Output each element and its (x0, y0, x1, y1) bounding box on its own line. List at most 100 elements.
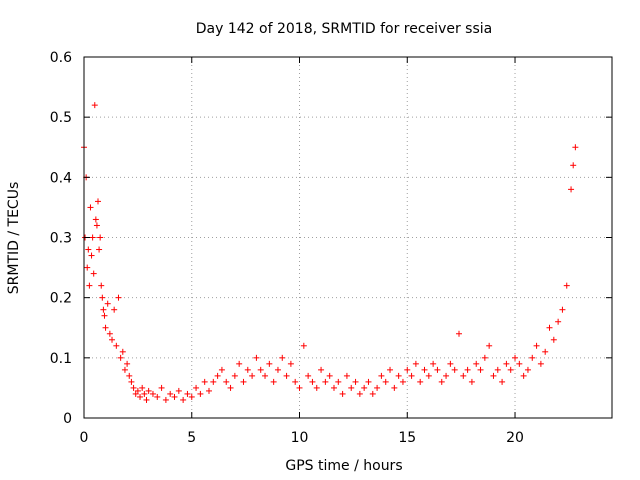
data-point (132, 390, 139, 397)
data-point (490, 372, 497, 379)
data-point (231, 372, 238, 379)
x-axis-label: GPS time / hours (285, 458, 402, 474)
data-point (503, 360, 510, 367)
data-point (249, 372, 256, 379)
data-point (399, 378, 406, 385)
data-point (318, 366, 325, 373)
data-point (481, 354, 488, 361)
data-point (109, 336, 116, 343)
data-point (387, 366, 394, 373)
data-point (378, 372, 385, 379)
axes (83, 56, 613, 419)
data-point (119, 348, 126, 355)
data-point (520, 372, 527, 379)
data-point (154, 393, 161, 400)
tick-labels: 0 5 10 15 20 0 0.1 0.2 0.3 0.4 0.5 0.6 (50, 50, 524, 446)
data-point (313, 384, 320, 391)
data-point (262, 372, 269, 379)
data-point (447, 360, 454, 367)
data-point (438, 378, 445, 385)
data-point (97, 234, 104, 241)
data-point (171, 393, 178, 400)
data-point (460, 372, 467, 379)
data-point (205, 387, 212, 394)
data-point (99, 294, 106, 301)
data-point (145, 387, 152, 394)
data-point (430, 360, 437, 367)
y-tick-label: 0.1 (50, 351, 72, 367)
data-point (193, 384, 200, 391)
data-point (486, 342, 493, 349)
x-tick-label: 0 (80, 430, 89, 446)
data-point (85, 246, 92, 253)
data-point (113, 342, 120, 349)
data-point (412, 360, 419, 367)
data-point (524, 366, 531, 373)
data-point (95, 198, 102, 205)
data-point (468, 378, 475, 385)
data-point (365, 378, 372, 385)
data-point (126, 372, 133, 379)
data-point (197, 390, 204, 397)
data-point (236, 360, 243, 367)
data-point (533, 342, 540, 349)
data-point (121, 366, 128, 373)
data-point (382, 378, 389, 385)
data-point (106, 330, 113, 337)
data-point (184, 390, 191, 397)
data-point (84, 264, 91, 271)
data-point (494, 366, 501, 373)
data-point (292, 378, 299, 385)
data-point (89, 234, 96, 241)
data-point (210, 378, 217, 385)
data-point (322, 378, 329, 385)
data-point (477, 366, 484, 373)
data-point (408, 372, 415, 379)
data-point (507, 366, 514, 373)
data-point (162, 396, 169, 403)
data-point (214, 372, 221, 379)
chart-title: Day 142 of 2018, SRMTID for receiver ssi… (196, 21, 492, 37)
grid (84, 57, 612, 418)
data-point (542, 348, 549, 355)
data-point (343, 372, 350, 379)
data-point (128, 378, 135, 385)
data-point (309, 378, 316, 385)
data-point (464, 366, 471, 373)
data-point (550, 336, 557, 343)
data-point (111, 306, 118, 313)
y-tick-label: 0.5 (50, 110, 72, 126)
data-point (218, 366, 225, 373)
data-point (283, 372, 290, 379)
data-point (167, 390, 174, 397)
data-point (88, 252, 95, 259)
data-point (134, 387, 141, 394)
data-points (81, 102, 579, 403)
data-point (348, 384, 355, 391)
y-tick-label: 0.2 (50, 291, 72, 307)
y-tick-label: 0 (63, 411, 72, 427)
data-point (300, 342, 307, 349)
data-point (96, 246, 103, 253)
data-point (287, 360, 294, 367)
data-point (455, 330, 462, 337)
data-point (391, 384, 398, 391)
data-point (223, 378, 230, 385)
data-point (240, 378, 247, 385)
data-point (158, 384, 165, 391)
data-point (257, 366, 264, 373)
x-tick-label: 10 (291, 430, 309, 446)
data-point (537, 360, 544, 367)
data-point (555, 318, 562, 325)
data-point (244, 366, 251, 373)
x-tick-label: 20 (506, 430, 524, 446)
data-point (330, 384, 337, 391)
data-point (572, 144, 579, 151)
data-point (100, 306, 107, 313)
data-point (443, 372, 450, 379)
x-tick-label: 5 (187, 430, 196, 446)
data-point (404, 366, 411, 373)
y-tick-label: 0.3 (50, 231, 72, 247)
data-point (90, 270, 97, 277)
